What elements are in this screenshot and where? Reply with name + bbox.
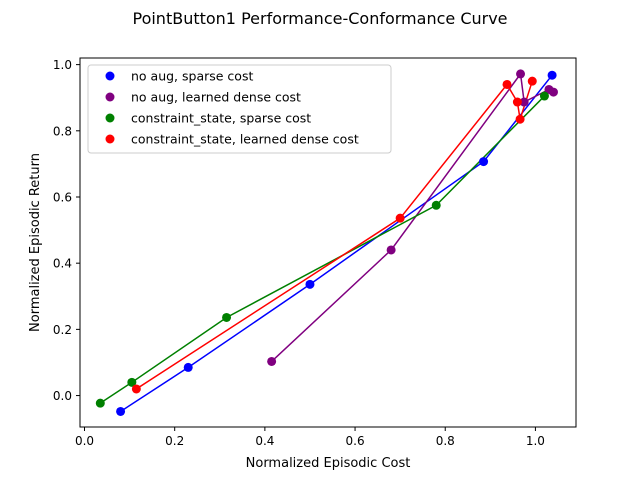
legend-marker-1 bbox=[105, 92, 115, 102]
y-tick-label-4: 0.8 bbox=[53, 124, 72, 138]
data-point-3-2 bbox=[502, 79, 512, 89]
x-axis-label: Normalized Episodic Cost bbox=[246, 456, 411, 471]
x-tick-label-4: 0.8 bbox=[436, 434, 455, 448]
legend-box bbox=[87, 64, 392, 154]
y-tick-label-2: 0.4 bbox=[53, 257, 72, 271]
y-tick-label-0: 0.0 bbox=[53, 389, 72, 403]
y-tick-label-5: 1.0 bbox=[53, 58, 72, 72]
data-point-3-4 bbox=[515, 114, 525, 124]
data-point-2-4 bbox=[539, 91, 549, 101]
data-point-0-0 bbox=[116, 406, 126, 416]
data-point-1-2 bbox=[516, 69, 526, 79]
legend-marker-2 bbox=[105, 113, 115, 123]
series-line-3 bbox=[135, 80, 533, 390]
chart-title: PointButton1 Performance-Conformance Cur… bbox=[132, 9, 507, 28]
legend-label-0: no aug, sparse cost bbox=[131, 69, 253, 84]
data-point-2-2 bbox=[222, 312, 232, 322]
data-point-0-2 bbox=[305, 279, 315, 289]
legend-marker-3 bbox=[105, 134, 115, 144]
data-point-0-1 bbox=[183, 362, 193, 372]
y-axis-label: Normalized Episodic Return bbox=[28, 153, 43, 332]
data-point-0-3 bbox=[479, 157, 489, 167]
data-point-3-1 bbox=[395, 213, 405, 223]
legend-label-3: constraint_state, learned dense cost bbox=[131, 132, 359, 147]
plot-frame bbox=[79, 57, 577, 428]
x-tick-label-3: 0.6 bbox=[346, 434, 365, 448]
series-layer bbox=[95, 69, 558, 416]
legend: no aug, sparse cost no aug, learned dens… bbox=[87, 64, 392, 154]
data-point-1-1 bbox=[386, 245, 396, 255]
legend-label-2: constraint_state, sparse cost bbox=[131, 111, 311, 126]
x-axis-ticks: 0.0 0.2 0.4 0.6 0.8 1.0 bbox=[75, 427, 545, 448]
data-point-1-5 bbox=[548, 87, 558, 97]
data-point-0-4 bbox=[547, 70, 557, 80]
data-point-3-0 bbox=[131, 384, 141, 394]
data-point-2-1 bbox=[127, 377, 137, 387]
data-point-3-5 bbox=[527, 76, 537, 86]
data-point-2-0 bbox=[95, 398, 105, 408]
legend-label-1: no aug, learned dense cost bbox=[131, 90, 301, 105]
x-tick-label-1: 0.2 bbox=[165, 434, 184, 448]
x-tick-label-5: 1.0 bbox=[526, 434, 545, 448]
legend-marker-0 bbox=[105, 71, 115, 81]
data-point-1-3 bbox=[519, 97, 529, 107]
data-point-2-3 bbox=[431, 200, 441, 210]
y-axis-ticks: 0.0 0.2 0.4 0.6 0.8 1.0 bbox=[53, 58, 80, 403]
x-tick-label-0: 0.0 bbox=[75, 434, 94, 448]
data-point-1-0 bbox=[267, 356, 277, 366]
y-tick-label-3: 0.6 bbox=[53, 190, 72, 204]
y-tick-label-1: 0.2 bbox=[53, 323, 72, 337]
x-tick-label-2: 0.4 bbox=[255, 434, 274, 448]
data-point-3-3 bbox=[512, 97, 522, 107]
